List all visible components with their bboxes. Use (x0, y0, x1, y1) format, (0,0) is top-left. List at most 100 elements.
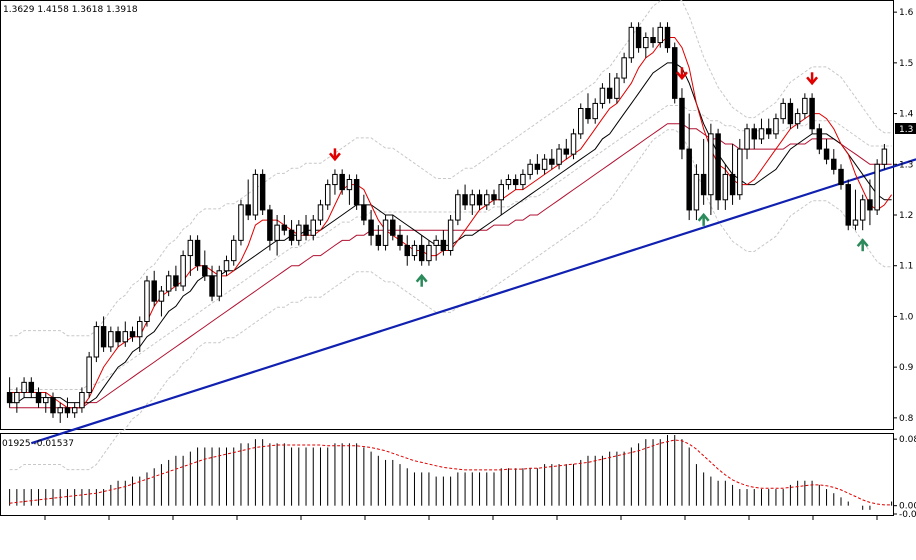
candle (455, 189, 461, 226)
candle (505, 174, 512, 190)
candle-body (324, 184, 331, 206)
candle-body (28, 381, 35, 394)
candle (498, 179, 504, 215)
candle-body (108, 331, 114, 348)
candle-body (570, 133, 577, 155)
candle (708, 123, 714, 215)
price-tick-label: 1.4 (899, 110, 914, 120)
candle (194, 235, 201, 271)
candle-body (180, 255, 186, 287)
candle-body (635, 26, 642, 49)
candle-body (100, 326, 107, 348)
buy-arrow-icon (415, 273, 428, 287)
candle (621, 52, 627, 84)
candle-body (664, 26, 671, 49)
candle (614, 73, 620, 104)
candle (14, 387, 20, 413)
candle-body (614, 77, 620, 99)
candle-body (151, 280, 157, 302)
candle (6, 377, 13, 408)
candle-body (137, 321, 143, 338)
candle-body (621, 57, 627, 79)
candle (440, 230, 447, 256)
candle (368, 209, 374, 246)
candle-body (650, 37, 656, 44)
candle (592, 98, 598, 124)
candle-body (245, 204, 251, 216)
price-tick-label: 0.8 (899, 414, 914, 424)
candle (397, 225, 403, 251)
candle-body (79, 392, 85, 409)
candle-body (202, 265, 208, 277)
candle-body (230, 239, 237, 262)
candle-body (845, 184, 851, 226)
price-tick-label: 1.0 (899, 312, 914, 322)
candle (151, 270, 157, 307)
candle (93, 321, 100, 363)
candle-body (35, 392, 42, 404)
candle-body (194, 239, 201, 267)
candle (831, 149, 837, 175)
candle-body (173, 275, 179, 287)
price-tick-label: 1.5 (899, 59, 913, 69)
candle-body (686, 148, 692, 211)
lower-band (9, 129, 892, 471)
price-tick-label: 1.1 (899, 262, 913, 272)
candle-body (744, 128, 750, 150)
price-chart (6, 0, 916, 471)
candle (664, 22, 671, 53)
candle-body (592, 102, 598, 120)
candle-body (859, 199, 866, 221)
sell-arrow-head (675, 71, 688, 81)
candle-body (332, 173, 338, 186)
candle-body (484, 194, 490, 206)
candle-body (404, 244, 410, 257)
candle-body (679, 97, 685, 150)
candle (35, 387, 42, 408)
candle-body (397, 234, 403, 246)
macd-axis: 0.08 0.00-0.0 (893, 435, 916, 520)
candle (628, 22, 635, 63)
candle (324, 179, 331, 210)
candle-body (498, 184, 504, 201)
candle-body (238, 204, 244, 241)
candle (50, 392, 56, 418)
candle (122, 321, 129, 347)
candle-body (758, 128, 765, 140)
candle-body (440, 239, 447, 252)
candle-body (93, 326, 100, 358)
candle-body (874, 163, 880, 211)
candle (787, 98, 794, 129)
candle (209, 265, 215, 302)
candle (512, 174, 519, 190)
candle (549, 149, 555, 170)
candle (281, 215, 288, 236)
candle (296, 220, 302, 246)
candle (108, 326, 114, 352)
macd-tick-label: 0.00 (899, 502, 916, 512)
candle-body (71, 407, 78, 414)
candle (274, 215, 280, 256)
candle (447, 215, 454, 256)
candle-body (585, 108, 591, 120)
candle (115, 326, 121, 347)
candle (375, 225, 382, 251)
candle-body (541, 158, 548, 170)
candle (332, 169, 338, 195)
candle (585, 93, 591, 124)
candle (353, 174, 360, 210)
candle-body (418, 244, 425, 262)
candle (556, 144, 562, 170)
buy-arrow-icon (697, 212, 710, 226)
sell-arrow-icon (806, 72, 819, 86)
sell-arrow-head (806, 76, 819, 86)
candle (418, 235, 425, 266)
sell-arrow-icon (328, 148, 341, 162)
candle (881, 144, 888, 170)
candle-body (274, 224, 280, 241)
candle (137, 316, 143, 352)
candle-body (411, 244, 418, 257)
price-tick-label: 0.9 (899, 363, 914, 373)
candle-body (462, 194, 468, 206)
candle-body (628, 26, 635, 59)
